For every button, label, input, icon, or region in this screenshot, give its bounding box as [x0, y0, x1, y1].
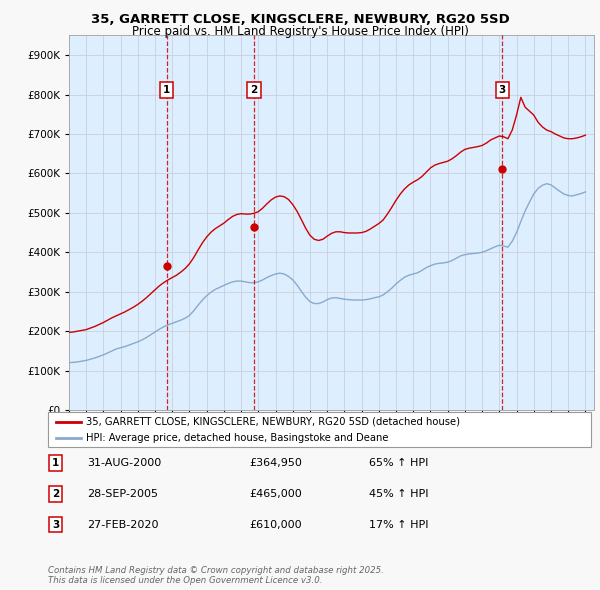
Text: 1: 1 [52, 458, 59, 468]
Text: 1: 1 [163, 85, 170, 95]
Text: 3: 3 [499, 85, 506, 95]
Text: 31-AUG-2000: 31-AUG-2000 [87, 458, 161, 468]
Text: 65% ↑ HPI: 65% ↑ HPI [369, 458, 428, 468]
Text: HPI: Average price, detached house, Basingstoke and Deane: HPI: Average price, detached house, Basi… [86, 433, 389, 443]
Text: 17% ↑ HPI: 17% ↑ HPI [369, 520, 428, 529]
Text: 27-FEB-2020: 27-FEB-2020 [87, 520, 158, 529]
Text: £610,000: £610,000 [249, 520, 302, 529]
FancyBboxPatch shape [48, 412, 591, 447]
Text: 2: 2 [250, 85, 257, 95]
Text: 35, GARRETT CLOSE, KINGSCLERE, NEWBURY, RG20 5SD (detached house): 35, GARRETT CLOSE, KINGSCLERE, NEWBURY, … [86, 417, 460, 427]
Text: 28-SEP-2005: 28-SEP-2005 [87, 489, 158, 499]
Text: £465,000: £465,000 [249, 489, 302, 499]
Text: 3: 3 [52, 520, 59, 529]
Text: Price paid vs. HM Land Registry's House Price Index (HPI): Price paid vs. HM Land Registry's House … [131, 25, 469, 38]
Text: £364,950: £364,950 [249, 458, 302, 468]
Text: 2: 2 [52, 489, 59, 499]
Text: 45% ↑ HPI: 45% ↑ HPI [369, 489, 428, 499]
Text: Contains HM Land Registry data © Crown copyright and database right 2025.
This d: Contains HM Land Registry data © Crown c… [48, 566, 384, 585]
Text: 35, GARRETT CLOSE, KINGSCLERE, NEWBURY, RG20 5SD: 35, GARRETT CLOSE, KINGSCLERE, NEWBURY, … [91, 13, 509, 26]
